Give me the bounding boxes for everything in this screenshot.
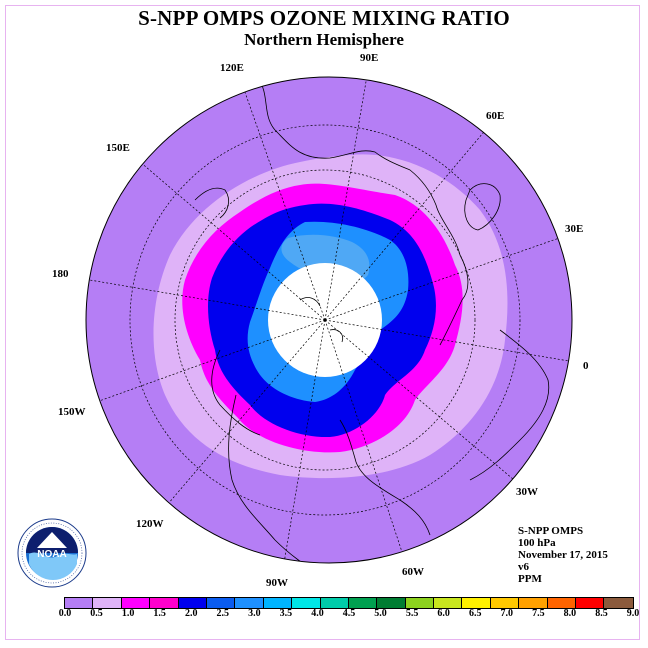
colorbar-tick-label: 9.0 [626,608,640,619]
colorbar-tick-label: 4.0 [311,608,324,619]
noaa-logo-icon: NOAA [17,518,87,588]
colorbar-tick-label: 0.0 [58,608,72,619]
colorbar-tick-label: 0.5 [90,608,103,619]
colorbar-swatch [604,598,633,608]
colorbar-tick-label: 6.5 [468,608,482,619]
colorbar-tick-label: 2.0 [184,608,198,619]
lon-label-150w: 150W [58,406,86,418]
colorbar-swatch [150,598,179,608]
colorbar-swatch [576,598,605,608]
colorbar-swatch [434,598,463,608]
lon-label-120e: 120E [220,62,244,74]
colorbar-swatch [292,598,321,608]
colorbar-tick-label: 4.5 [342,608,356,619]
colorbar-swatch [263,598,293,608]
colorbar-swatch [65,598,94,608]
colorbar [64,597,634,609]
colorbar-swatch [348,598,378,608]
lon-label-30w: 30W [516,486,538,498]
coastlines [194,77,550,563]
colorbar-ticks: 0.0 0.5 1.0 1.5 2.0 2.5 3.0 3.5 4.0 4.5 5.0 5.5 6.0 6… [0,608,648,622]
colorbar-swatch [93,598,122,608]
colorbar-swatch [462,598,491,608]
lon-label-120w: 120W [136,518,164,530]
colorbar-swatch [547,598,577,608]
info-instrument: S-NPP OMPS [518,525,584,537]
colorbar-tick-label: 3.0 [248,608,261,619]
colorbar-swatch [206,598,236,608]
colorbar-tick-label: 5.5 [405,608,419,619]
noaa-logo-text: NOAA [37,549,66,560]
lon-label-30e: 30E [565,223,584,235]
colorbar-swatch [405,598,435,608]
colorbar-swatch [519,598,548,608]
info-units: PPM [518,573,542,585]
lon-label-60w: 60W [402,566,424,578]
info-version: v6 [518,561,529,573]
colorbar-tick-label: 7.5 [532,608,545,619]
colorbar-tick-label: 8.5 [595,608,608,619]
lon-label-90e: 90E [360,52,379,64]
info-level: 100 hPa [518,537,556,549]
colorbar-tick-label: 5.0 [374,608,387,619]
colorbar-swatch [235,598,264,608]
colorbar-tick-label: 8.0 [563,608,577,619]
lon-label-0: 0 [583,360,589,372]
colorbar-tick-label: 3.5 [279,608,293,619]
colorbar-tick-label: 1.5 [153,608,166,619]
colorbar-tick-label: 2.5 [216,608,230,619]
info-block: S-NPP OMPS 100 hPa November 17, 2015 v6 … [518,525,608,585]
lon-label-60e: 60E [486,110,505,122]
colorbar-tick-label: 1.0 [121,608,135,619]
colorbar-swatch [178,598,207,608]
colorbar-tick-label: 7.0 [500,608,514,619]
map-subtitle: Northern Hemisphere [244,30,404,49]
graticule [86,77,572,563]
colorbar-swatch [320,598,349,608]
info-date: November 17, 2015 [518,549,608,561]
colorbar-swatch [377,598,406,608]
colorbar-tick-label: 6.0 [437,608,450,619]
colorbar-swatch [121,598,151,608]
lon-label-180: 180 [52,268,69,280]
map-title: S-NPP OMPS OZONE MIXING RATIO [138,6,510,30]
colorbar-swatch [490,598,520,608]
image-frame [5,5,640,640]
lon-label-150e: 150E [106,142,130,154]
lon-label-90w: 90W [266,577,288,589]
map-disc-outline [85,76,573,564]
